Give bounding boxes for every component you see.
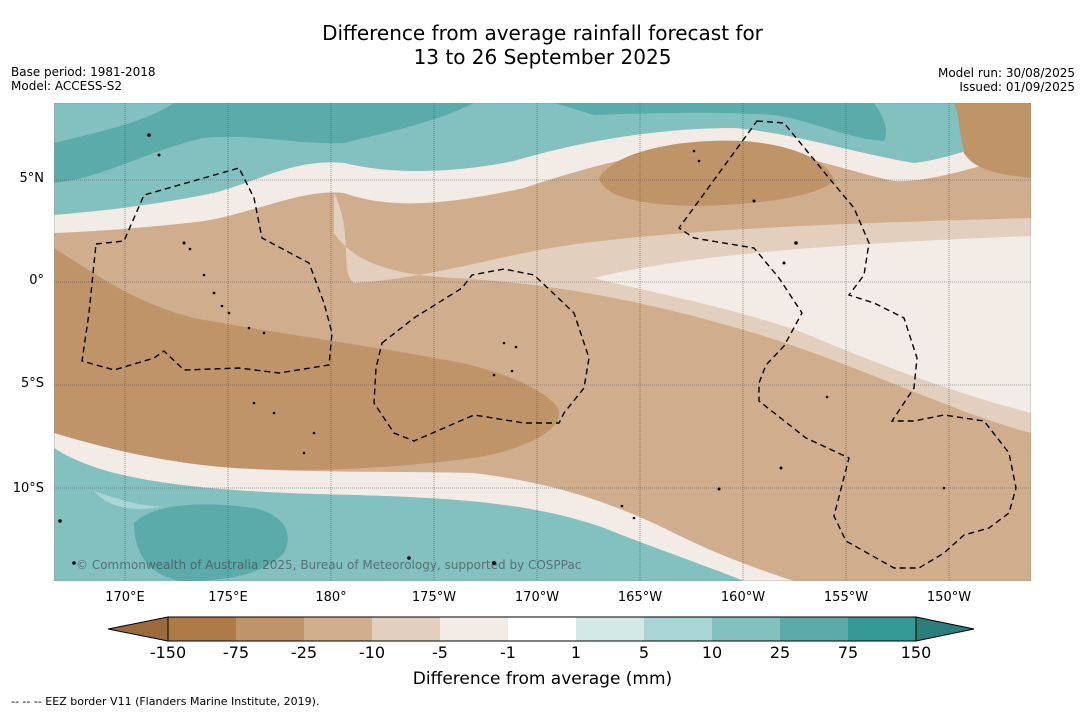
colorbar-segment — [644, 617, 712, 641]
colorbar-extend-low — [107, 616, 169, 642]
colorbar-frame — [167, 616, 917, 642]
lat-label-0: 0° — [29, 273, 44, 288]
colorbar-tick-label: -75 — [222, 643, 250, 662]
colorbar-tick-label: -1 — [500, 643, 516, 662]
base-period: Base period: 1981-2018 — [11, 65, 156, 79]
colorbar-tick-label: 75 — [837, 643, 859, 662]
lon-label-170w: 170°W — [514, 590, 560, 605]
rainfall-map: © Commonwealth of Australia 2025, Bureau… — [54, 103, 1031, 581]
wet-light-south — [94, 491, 164, 510]
lon-label-160w: 160°W — [720, 590, 766, 605]
colorbar-tick-label: -25 — [290, 643, 318, 662]
colorbar-segment — [304, 617, 372, 641]
light-band-south — [54, 433, 794, 581]
lon-label-175e: 175°E — [208, 590, 248, 605]
lon-label-150w: 150°W — [926, 590, 972, 605]
colorbar-tick-label: 25 — [769, 643, 791, 662]
colorbar-segment — [168, 617, 236, 641]
colorbar — [107, 616, 975, 642]
wet-core-north-2 — [554, 103, 886, 141]
eez-legend-note: -- -- -- EEZ border V11 (Flanders Marine… — [11, 695, 320, 708]
wet-core-north — [54, 103, 474, 183]
colorbar-segment — [576, 617, 644, 641]
lat-label-10s: 10°S — [12, 481, 44, 496]
model-name: Model: ACCESS-S2 — [11, 79, 123, 93]
colorbar-tick-label: 150 — [900, 643, 932, 662]
colorbar-segment — [372, 617, 440, 641]
lat-label-5s: 5°S — [20, 376, 44, 391]
near-zero-east — [594, 236, 1031, 413]
copyright-notice: © Commonwealth of Australia 2025, Bureau… — [76, 558, 581, 572]
meta-right: Model run: 30/08/2025 Issued: 01/09/2025 — [938, 66, 1075, 94]
title-line-2: 13 to 26 September 2025 — [413, 45, 672, 69]
colorbar-extend-high — [915, 616, 975, 642]
colorbar-segment — [440, 617, 508, 641]
lat-label-5n: 5°N — [19, 171, 45, 186]
issued-date: Issued: 01/09/2025 — [959, 80, 1075, 94]
colorbar-title: Difference from average (mm) — [412, 669, 673, 689]
islands — [58, 133, 946, 566]
colorbar-segment — [236, 617, 304, 641]
colorbar-segment — [848, 617, 916, 641]
lon-label-170e: 170°E — [105, 590, 145, 605]
gridlines — [54, 103, 1031, 581]
colorbar-tick-label: -150 — [149, 643, 187, 662]
colorbar-tick-label: -5 — [432, 643, 448, 662]
colorbar-tick-label: 10 — [701, 643, 723, 662]
title-line-1: Difference from average rainfall forecas… — [322, 21, 763, 45]
eez-borders — [81, 120, 1017, 569]
lon-label-180: 180° — [315, 590, 347, 605]
lon-label-165w: 165°W — [617, 590, 663, 605]
wet-core-south — [134, 504, 288, 581]
map-title: Difference from average rainfall forecas… — [0, 21, 1085, 69]
meta-left: Base period: 1981-2018 Model: ACCESS-S2 — [11, 65, 156, 93]
dry-patch-east — [954, 103, 1031, 178]
dry-band-south — [54, 248, 560, 470]
dry-oval-north — [599, 140, 834, 206]
colorbar-segment — [780, 617, 848, 641]
light-band-north — [54, 128, 1031, 233]
colorbar-segment — [712, 617, 780, 641]
colorbar-tick-label: 1 — [570, 643, 582, 662]
colorbar-tick-label: 5 — [638, 643, 650, 662]
colorbar-tick-label: -10 — [358, 643, 386, 662]
colorbar-segment — [508, 617, 576, 641]
model-run: Model run: 30/08/2025 — [937, 66, 1075, 80]
lon-label-155w: 155°W — [823, 590, 869, 605]
lon-label-175w: 175°W — [411, 590, 457, 605]
